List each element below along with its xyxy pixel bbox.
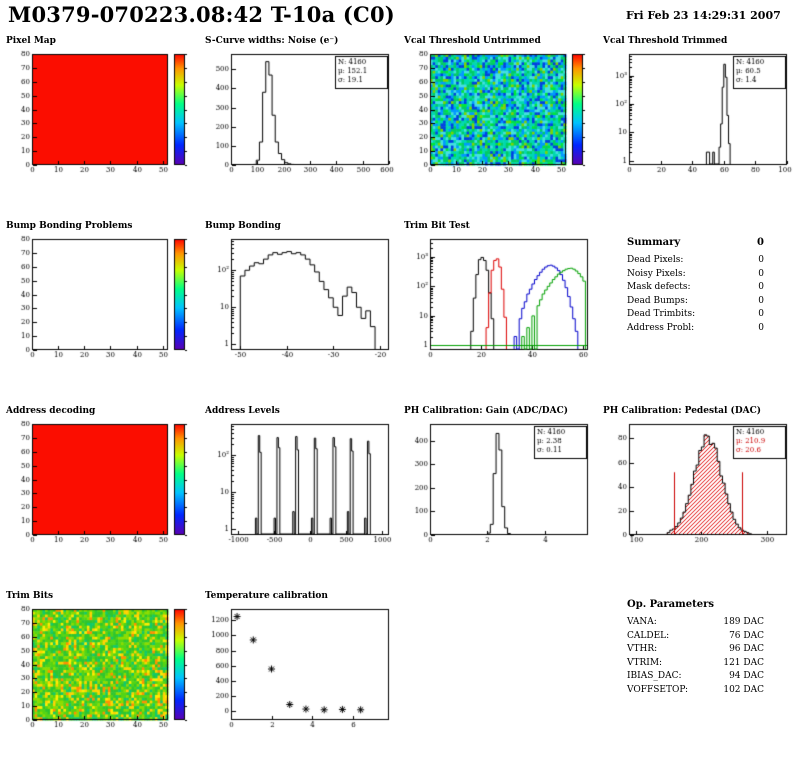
bump-bonding-problems-plot: [6, 233, 198, 365]
op-parameter-label: IBIAS_DAC:: [627, 671, 682, 681]
op-parameter-value: 76 DAC: [729, 630, 764, 641]
panel-trim-bit-test: Trim Bit Test: [398, 217, 597, 402]
op-parameter-row: IBIAS_DAC: 94 DAC: [627, 670, 764, 684]
summary-row: Mask defects: 0: [627, 281, 764, 295]
op-parameter-value: 121 DAC: [723, 657, 764, 668]
summary-row: Dead Pixels: 0: [627, 254, 764, 268]
op-parameter-label: VTRIM:: [627, 657, 663, 668]
summary-row-label: Mask defects:: [627, 282, 691, 292]
op-parameter-value: 94 DAC: [729, 671, 764, 681]
summary-block: Summary 0 Dead Pixels: 0 Noisy Pixels: 0…: [597, 217, 796, 402]
empty-cell: [398, 587, 597, 772]
chart-title: Pixel Map: [6, 36, 56, 46]
plot-grid: Pixel Map S-Curve widths: Noise (e⁻) Vca…: [0, 32, 796, 772]
chart-title: S-Curve widths: Noise (e⁻): [205, 36, 339, 46]
panel-vcal-threshold-untrimmed: Vcal Threshold Untrimmed: [398, 32, 597, 217]
summary-row: Dead Bumps: 0: [627, 295, 764, 309]
op-parameter-value: 96 DAC: [729, 644, 764, 654]
op-parameter-row: VANA: 189 DAC: [627, 616, 764, 630]
summary-row-value: 0: [758, 295, 764, 306]
ph-calibration-gain-plot: [404, 418, 596, 550]
timestamp: Fri Feb 23 14:29:31 2007: [626, 9, 781, 22]
summary-row: Address Probl: 0: [627, 322, 764, 336]
op-parameter-label: VTHR:: [627, 644, 658, 654]
op-parameter-value: 102 DAC: [723, 684, 764, 695]
page-title: M0379-070223.08:42 T-10a (C0): [8, 2, 395, 27]
address-decoding-plot: [6, 418, 198, 550]
address-levels-plot: [205, 418, 397, 550]
chart-title: Trim Bit Test: [404, 221, 470, 231]
summary-row-value: 0: [758, 268, 764, 279]
chart-title: Temperature calibration: [205, 591, 328, 601]
op-parameter-label: CALDEL:: [627, 630, 670, 641]
summary-row-label: Noisy Pixels:: [627, 268, 686, 279]
trim-bit-test-plot: [404, 233, 596, 365]
summary-row-value: 0: [758, 322, 764, 333]
op-parameter-value: 189 DAC: [723, 617, 764, 627]
ph-calibration-pedestal-plot: [603, 418, 795, 550]
summary-row: Noisy Pixels: 0: [627, 268, 764, 282]
op-parameter-row: VOFFSETOP: 102 DAC: [627, 684, 764, 698]
panel-trim-bits: Trim Bits: [0, 587, 199, 772]
summary-row-value: 0: [758, 282, 764, 292]
panel-ph-calibration-gain: PH Calibration: Gain (ADC/DAC): [398, 402, 597, 587]
summary-row-value: 0: [758, 255, 764, 265]
chart-title: PH Calibration: Gain (ADC/DAC): [404, 406, 568, 416]
op-parameter-label: VANA:: [627, 617, 657, 627]
op-parameter-label: VOFFSETOP:: [627, 684, 689, 695]
scurve-noise-plot: [205, 48, 397, 180]
panel-temperature-calibration: Temperature calibration: [199, 587, 398, 772]
op-parameters-title: Op. Parameters: [627, 599, 714, 610]
panel-bump-bonding-problems: Bump Bonding Problems: [0, 217, 199, 402]
panel-pixel-map: Pixel Map: [0, 32, 199, 217]
op-parameters-block: Op. Parameters VANA: 189 DAC CALDEL: 76 …: [597, 587, 796, 772]
panel-scurve-noise: S-Curve widths: Noise (e⁻): [199, 32, 398, 217]
chart-title: PH Calibration: Pedestal (DAC): [603, 406, 762, 416]
panel-vcal-threshold-trimmed: Vcal Threshold Trimmed: [597, 32, 796, 217]
summary-title: Summary: [627, 237, 681, 248]
panel-address-levels: Address Levels: [199, 402, 398, 587]
page-header: M0379-070223.08:42 T-10a (C0) Fri Feb 23…: [0, 0, 796, 32]
summary-row-label: Dead Bumps:: [627, 295, 688, 306]
temperature-calibration-plot: [205, 603, 397, 735]
pixel-map-plot: [6, 48, 198, 180]
summary-row-label: Dead Trimbits:: [627, 309, 696, 319]
summary-row-value: 0: [758, 309, 764, 319]
summary-row-label: Address Probl:: [627, 322, 695, 333]
chart-title: Address Levels: [205, 406, 280, 416]
chart-title: Bump Bonding: [205, 221, 281, 231]
bump-bonding-plot: [205, 233, 397, 365]
summary-row-label: Dead Pixels:: [627, 255, 684, 265]
op-parameter-row: CALDEL: 76 DAC: [627, 630, 764, 644]
summary-total: 0: [757, 237, 764, 248]
panel-address-decoding: Address decoding: [0, 402, 199, 587]
chart-title: Trim Bits: [6, 591, 54, 601]
chart-title: Bump Bonding Problems: [6, 221, 133, 231]
panel-ph-calibration-pedestal: PH Calibration: Pedestal (DAC): [597, 402, 796, 587]
op-parameter-row: VTHR: 96 DAC: [627, 643, 764, 657]
vcal-threshold-trimmed-plot: [603, 48, 795, 180]
chart-title: Vcal Threshold Untrimmed: [404, 36, 541, 46]
chart-title: Vcal Threshold Trimmed: [603, 36, 728, 46]
summary-row: Dead Trimbits: 0: [627, 308, 764, 322]
vcal-threshold-untrimmed-plot: [404, 48, 596, 180]
panel-bump-bonding: Bump Bonding: [199, 217, 398, 402]
op-parameter-row: VTRIM: 121 DAC: [627, 657, 764, 671]
chart-title: Address decoding: [6, 406, 96, 416]
trim-bits-plot: [6, 603, 198, 735]
